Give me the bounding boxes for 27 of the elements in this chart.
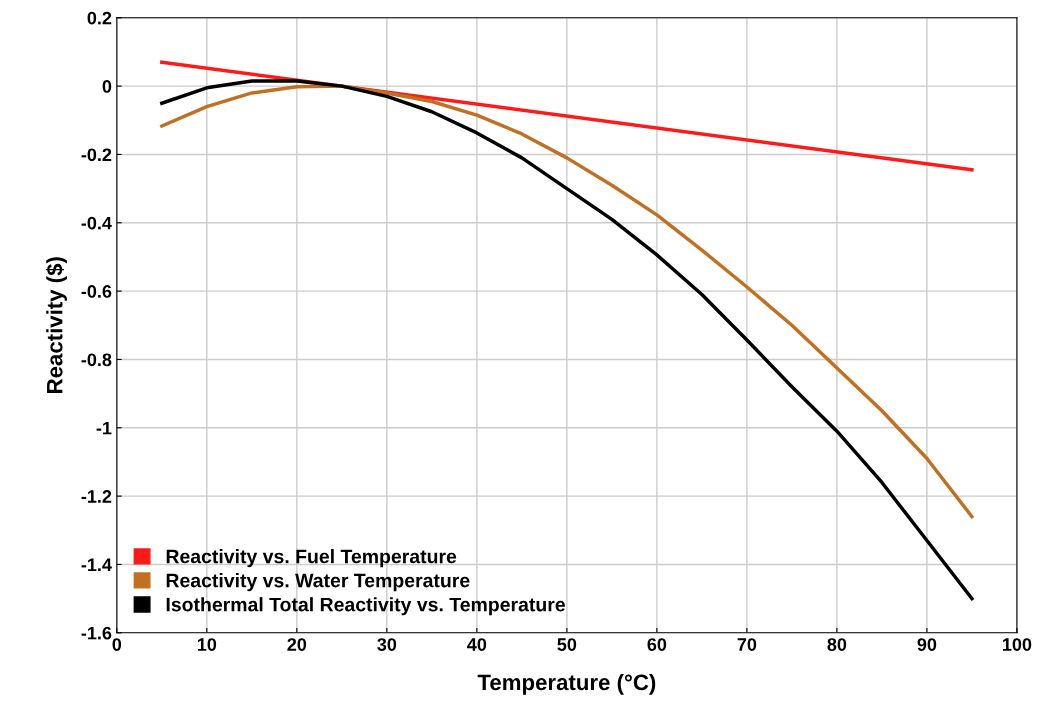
legend-label: Isothermal Total Reactivity vs. Temperature	[166, 597, 565, 616]
x-tick-label: 100	[1003, 638, 1032, 651]
line-series	[160, 84, 974, 519]
x-tick-label: 0	[112, 638, 122, 651]
y-tick-label: -1.6	[81, 626, 112, 640]
x-tick-label: 40	[467, 638, 487, 651]
legend-label: Reactivity vs. Water Temperature	[166, 573, 470, 592]
x-tick-label: 50	[557, 638, 577, 651]
y-tick-label: -1.2	[81, 490, 112, 503]
y-tick-label: -1.4	[81, 558, 112, 571]
x-axis-title: Temperature (°C)	[477, 673, 656, 695]
y-tick-label: -0.6	[81, 285, 112, 298]
y-tick-label: -0.8	[81, 353, 112, 367]
y-tick-label: -0.4	[81, 216, 112, 230]
y-tick-label: -1	[96, 421, 112, 435]
legend-label: Reactivity vs. Fuel Temperature	[166, 549, 457, 568]
y-tick-label: 0.2	[87, 11, 112, 25]
x-tick-label: 70	[737, 638, 757, 651]
y-tick-label: 0	[102, 80, 112, 93]
x-tick-label: 20	[287, 638, 307, 651]
x-tick-label: 60	[647, 638, 667, 651]
y-axis-title: Reactivity ($)	[45, 257, 67, 393]
x-tick-label: 90	[917, 638, 937, 651]
y-tick-label: -0.2	[81, 148, 112, 162]
x-tick-label: 10	[197, 638, 217, 651]
x-tick-label: 80	[827, 638, 847, 651]
x-tick-label: 30	[377, 638, 397, 651]
